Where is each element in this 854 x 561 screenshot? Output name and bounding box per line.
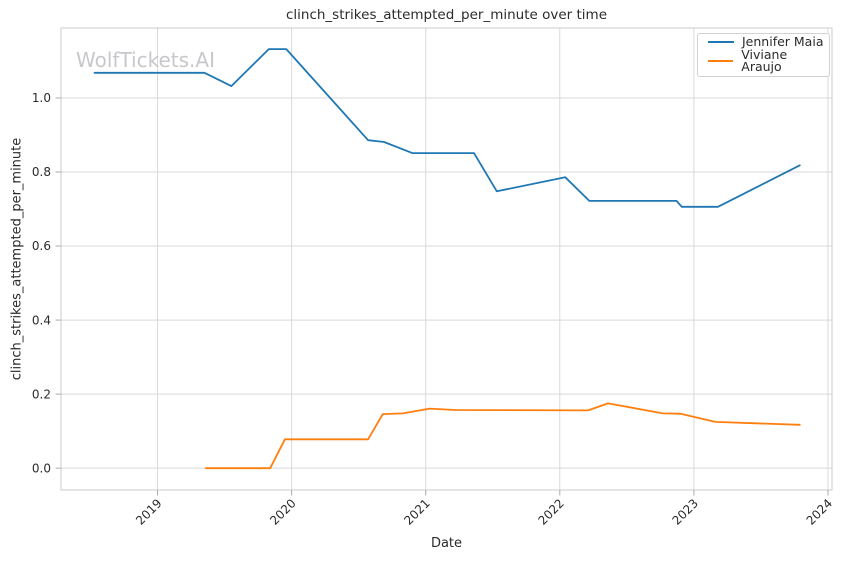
y-axis-label: clinch_strikes_attempted_per_minute: [9, 137, 25, 381]
chart-title: clinch_strikes_attempted_per_minute over…: [285, 7, 608, 23]
legend-item-jennifer-maia: Jennifer Maia: [698, 36, 829, 49]
legend-line-swatch-blue: [708, 41, 734, 44]
x-tick-label: 2019: [133, 496, 164, 527]
legend: Jennifer Maia Viviane Araujo: [697, 33, 830, 77]
legend-item-viviane-araujo: Viviane Araujo: [698, 46, 829, 75]
legend-label-jennifer-maia: Jennifer Maia: [742, 34, 824, 50]
legend-label-viviane-araujo: Viviane Araujo: [741, 46, 788, 75]
legend-line-swatch-orange: [708, 60, 734, 63]
x-tick-label: 2023: [670, 496, 701, 527]
x-tick-label: 2020: [267, 496, 298, 527]
x-axis-label: Date: [430, 536, 463, 551]
x-tick-label: 2021: [401, 496, 432, 527]
y-tick-label: 0.8: [32, 165, 51, 179]
x-tick-label: 2024: [804, 496, 835, 527]
y-tick-label: 0.4: [32, 313, 51, 327]
y-tick-label: 0.2: [32, 387, 51, 401]
series-line-viviane-araujo: [204, 402, 801, 470]
series-line-jennifer-maia: [93, 48, 801, 208]
watermark: WolfTickets.AI: [76, 48, 215, 72]
y-tick-label: 0.6: [32, 239, 51, 253]
x-tick-label: 2022: [535, 496, 566, 527]
y-tick-label: 0.0: [32, 461, 51, 475]
y-tick-label: 1.0: [32, 91, 51, 105]
axes-spines: [60, 27, 833, 491]
